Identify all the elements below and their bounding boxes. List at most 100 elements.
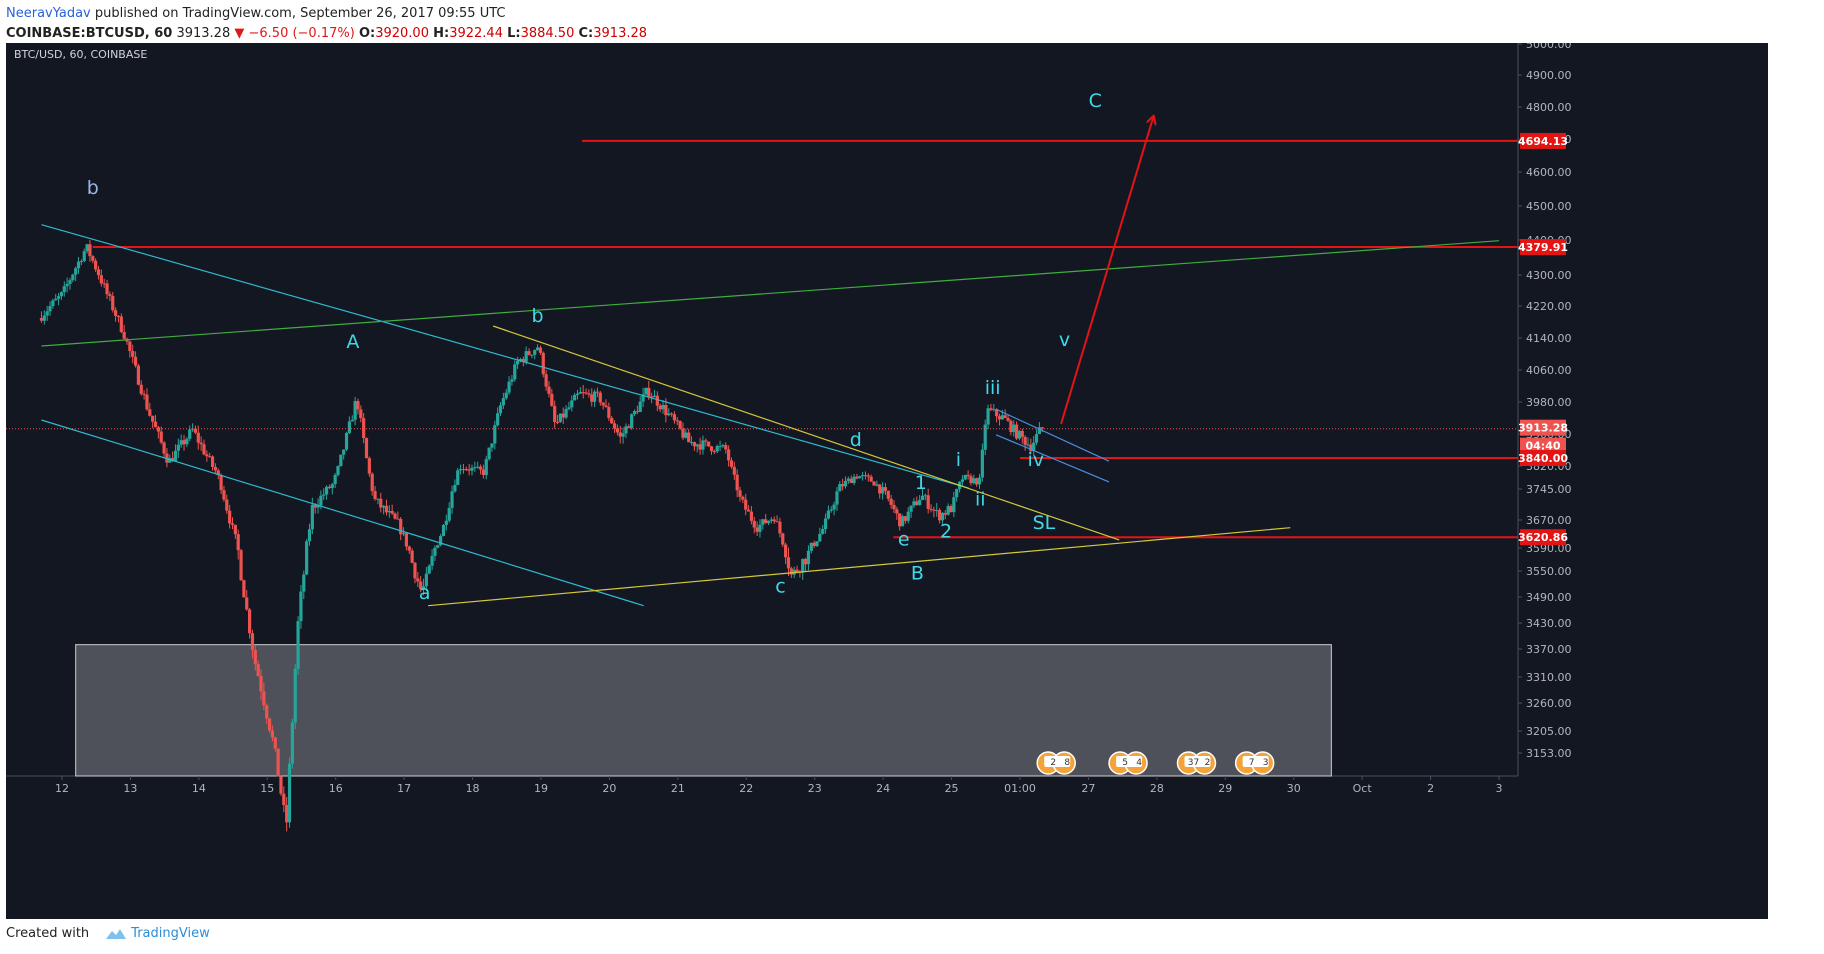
x-tick-label: 2 bbox=[1427, 782, 1434, 795]
candle-body bbox=[567, 407, 571, 410]
candle-body bbox=[498, 405, 503, 414]
candle-body bbox=[672, 414, 677, 421]
candle-body bbox=[259, 676, 263, 692]
event-marker[interactable]: 37 2 bbox=[1176, 751, 1217, 775]
x-tick-label: 14 bbox=[192, 782, 206, 795]
x-tick-label: 13 bbox=[123, 782, 137, 795]
tradingview-link[interactable]: TradingView bbox=[105, 926, 210, 941]
candle-body bbox=[42, 315, 46, 321]
candle-body bbox=[1012, 424, 1016, 433]
candle-body bbox=[789, 568, 793, 575]
candle-body bbox=[900, 516, 905, 527]
x-tick-label: 28 bbox=[1150, 782, 1164, 795]
candle-body bbox=[784, 544, 788, 558]
candle-body bbox=[518, 358, 523, 361]
candle-body bbox=[384, 505, 389, 513]
candle-body bbox=[99, 275, 103, 284]
candle-body bbox=[176, 444, 180, 451]
price-chart[interactable]: BTC/USD, 60, COINBASEbAabcdeB12iiiiiiivS… bbox=[6, 43, 1768, 919]
candle-body bbox=[242, 580, 246, 598]
y-tick-label: 3153.00 bbox=[1526, 747, 1572, 760]
candle-body bbox=[279, 776, 283, 794]
candle-body bbox=[841, 484, 845, 487]
candle-body bbox=[923, 495, 927, 497]
y-tick-label: 3670.00 bbox=[1526, 514, 1572, 527]
candle-body bbox=[612, 423, 617, 429]
candle-body bbox=[404, 533, 409, 547]
candle-body bbox=[735, 474, 739, 491]
candle-body bbox=[74, 268, 78, 275]
price-badge-label: 4379.91 bbox=[1518, 241, 1568, 254]
candle-body bbox=[504, 392, 508, 399]
candle-body bbox=[173, 450, 178, 462]
cyan-channel-upper[interactable] bbox=[41, 224, 969, 489]
x-tick-label: 21 bbox=[671, 782, 685, 795]
candle-body bbox=[972, 478, 976, 484]
candle-body bbox=[960, 479, 965, 482]
x-tick-label: 25 bbox=[945, 782, 959, 795]
candle-body bbox=[199, 442, 203, 445]
candle-body bbox=[935, 510, 939, 512]
candle-body bbox=[835, 491, 839, 505]
candle-body bbox=[248, 609, 252, 634]
candle-body bbox=[111, 296, 115, 311]
candle-body bbox=[761, 519, 765, 525]
candle-body bbox=[59, 292, 64, 297]
candle-body bbox=[347, 421, 351, 433]
candle-body bbox=[658, 405, 662, 410]
candle-body bbox=[122, 332, 126, 339]
candle-body bbox=[236, 534, 240, 551]
candle-body bbox=[689, 442, 694, 444]
candle-body bbox=[85, 244, 89, 252]
candle-body bbox=[590, 394, 594, 402]
candle-body bbox=[433, 547, 437, 556]
publish-info: published on TradingView.com, September … bbox=[94, 6, 506, 21]
projection-arrow[interactable] bbox=[1060, 117, 1153, 425]
x-tick-label: 18 bbox=[466, 782, 480, 795]
candle-body bbox=[815, 541, 819, 547]
y-tick-label: 4500.00 bbox=[1526, 200, 1572, 213]
blue-flag-upper[interactable] bbox=[995, 408, 1110, 462]
yellow-lower[interactable] bbox=[428, 527, 1291, 607]
x-tick-label: 17 bbox=[397, 782, 411, 795]
candle-body bbox=[151, 415, 155, 422]
candle-body bbox=[872, 481, 876, 486]
candle-body bbox=[208, 456, 212, 458]
candle-body bbox=[267, 718, 272, 731]
candle-body bbox=[56, 296, 61, 299]
candle-body bbox=[441, 524, 446, 537]
open-label: O: bbox=[358, 26, 376, 41]
candle-body bbox=[168, 458, 172, 463]
candle-body bbox=[555, 421, 560, 423]
wave-label: SL bbox=[1033, 512, 1056, 534]
candle-body bbox=[114, 310, 118, 316]
x-tick-label: 19 bbox=[534, 782, 548, 795]
candle-body bbox=[410, 550, 414, 563]
candle-body bbox=[524, 351, 528, 362]
cyan-channel-lower[interactable] bbox=[41, 419, 644, 607]
author-link[interactable]: NeeravYadav bbox=[6, 6, 91, 21]
candle-body bbox=[399, 518, 403, 535]
blue-flag-lower[interactable] bbox=[995, 434, 1110, 483]
candle-body bbox=[302, 574, 306, 592]
candle-body bbox=[744, 499, 748, 510]
candle-body bbox=[344, 432, 349, 450]
x-tick-label: 3 bbox=[1496, 782, 1503, 795]
yellow-upper[interactable] bbox=[492, 325, 1120, 541]
candle-body bbox=[193, 428, 198, 433]
y-tick-label: 3490.00 bbox=[1526, 591, 1572, 604]
candle-body bbox=[818, 533, 822, 542]
candle-body bbox=[829, 509, 833, 511]
candle-body bbox=[305, 541, 309, 575]
candle-body bbox=[712, 451, 716, 453]
candle-body bbox=[327, 486, 332, 489]
candle-body bbox=[886, 490, 890, 499]
candle-body bbox=[527, 351, 531, 355]
candle-body bbox=[68, 280, 72, 284]
green-line[interactable] bbox=[41, 240, 1500, 347]
candle-body bbox=[128, 341, 132, 352]
